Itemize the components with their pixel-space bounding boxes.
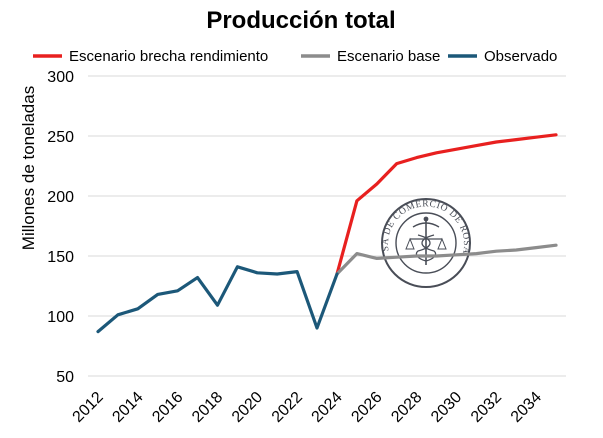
x-tick-label: 2014 — [109, 389, 146, 426]
series-line-1 — [335, 243, 558, 276]
y-axis-label: Millones de toneladas — [19, 86, 38, 250]
bolsa-de-comercio-seal: BOLSA DE COMERCIO DE ROSARIO — [381, 198, 471, 288]
x-tick-label: 2024 — [309, 389, 346, 426]
x-axis-ticks: 2012 2014 2016 2018 2020 2022 2024 2026 2028 2030… — [70, 389, 545, 426]
legend-label: Escenario base — [337, 48, 440, 65]
x-tick-label: 2020 — [229, 389, 266, 426]
x-tick-label: 2016 — [149, 389, 186, 426]
y-tick-label: 100 — [47, 309, 74, 326]
series-lines — [96, 133, 558, 334]
x-tick-label: 2028 — [388, 389, 425, 426]
legend: Escenario brecha rendimiento Escenario ba… — [33, 48, 557, 65]
x-tick-label: 2012 — [70, 389, 107, 426]
x-tick-label: 2026 — [348, 389, 385, 426]
y-tick-label: 250 — [47, 129, 74, 146]
legend-label: Observado — [484, 48, 557, 65]
y-axis-ticks: 50 100 150 200 250 300 — [47, 69, 74, 386]
series-line-2 — [96, 265, 339, 334]
gridlines — [88, 75, 566, 377]
x-tick-label: 2018 — [189, 389, 226, 426]
y-tick-label: 50 — [56, 369, 74, 386]
chart-title: Producción total — [206, 7, 395, 34]
y-tick-label: 150 — [47, 249, 74, 266]
x-tick-label: 2030 — [428, 389, 465, 426]
x-tick-label: 2022 — [269, 389, 306, 426]
x-tick-label: 2032 — [468, 389, 505, 426]
legend-label: Escenario brecha rendimiento — [69, 48, 268, 65]
y-tick-label: 300 — [47, 69, 74, 86]
x-tick-label: 2034 — [508, 389, 545, 426]
series-line-0 — [335, 133, 558, 276]
y-tick-label: 200 — [47, 189, 74, 206]
